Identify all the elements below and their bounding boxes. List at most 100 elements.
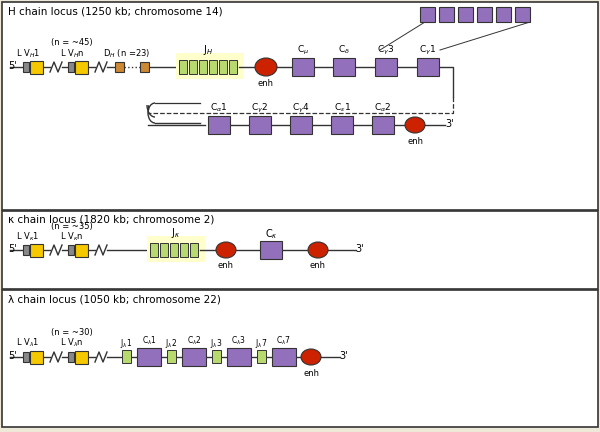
Bar <box>68 352 74 362</box>
Ellipse shape <box>308 242 328 258</box>
Bar <box>122 350 131 363</box>
Text: L V$_\kappa$1: L V$_\kappa$1 <box>16 231 40 243</box>
Bar <box>375 58 397 76</box>
Bar <box>170 243 178 257</box>
Bar <box>331 116 353 134</box>
Bar <box>160 243 168 257</box>
Bar <box>167 350 176 363</box>
Bar <box>189 60 197 74</box>
Bar <box>190 243 198 257</box>
Bar <box>75 61 88 74</box>
Bar <box>249 116 271 134</box>
Text: enh: enh <box>407 137 423 146</box>
Bar <box>292 58 314 76</box>
Text: enh: enh <box>303 368 319 378</box>
Bar <box>182 348 206 366</box>
Text: C$_\mu$: C$_\mu$ <box>297 44 309 57</box>
Bar <box>333 58 355 76</box>
Bar <box>75 351 88 364</box>
Bar <box>176 53 244 79</box>
Bar <box>209 60 217 74</box>
Text: 3': 3' <box>340 351 349 361</box>
Bar <box>290 116 312 134</box>
Bar <box>2 211 598 289</box>
Ellipse shape <box>405 117 425 133</box>
Text: 3': 3' <box>356 244 364 254</box>
Text: C$_\alpha$2: C$_\alpha$2 <box>374 102 392 114</box>
Text: J$_\lambda$2: J$_\lambda$2 <box>166 337 178 350</box>
Text: L V$_\lambda$n: L V$_\lambda$n <box>60 337 84 349</box>
Bar <box>2 2 598 210</box>
Bar <box>477 7 492 22</box>
Ellipse shape <box>255 58 277 76</box>
Bar <box>23 62 29 72</box>
Bar <box>68 62 74 72</box>
Text: 5': 5' <box>8 61 17 71</box>
Bar <box>180 243 188 257</box>
Bar <box>199 60 207 74</box>
Bar <box>30 61 43 74</box>
Bar <box>23 245 29 255</box>
Text: C$_\gamma$3: C$_\gamma$3 <box>377 44 395 57</box>
Text: λ chain locus (1050 kb; chromosome 22): λ chain locus (1050 kb; chromosome 22) <box>8 294 221 304</box>
Bar <box>496 7 511 22</box>
Text: (n = ~30): (n = ~30) <box>51 327 93 337</box>
Bar <box>257 350 266 363</box>
Text: J$_\lambda$3: J$_\lambda$3 <box>211 337 223 350</box>
Text: L V$_\lambda$1: L V$_\lambda$1 <box>16 337 40 349</box>
Text: C$_\alpha$1: C$_\alpha$1 <box>210 102 228 114</box>
Text: 5': 5' <box>8 351 17 361</box>
Bar <box>515 7 530 22</box>
Text: C$_\lambda$7: C$_\lambda$7 <box>277 335 292 347</box>
Ellipse shape <box>301 349 321 365</box>
Bar <box>150 243 158 257</box>
Text: J$_H$: J$_H$ <box>203 43 214 57</box>
Bar <box>137 348 161 366</box>
Text: C$_\lambda$2: C$_\lambda$2 <box>187 335 202 347</box>
Bar <box>23 352 29 362</box>
Text: 3': 3' <box>446 119 454 129</box>
Bar <box>208 116 230 134</box>
Bar <box>147 236 205 262</box>
Bar <box>227 348 251 366</box>
Text: C$_\lambda$1: C$_\lambda$1 <box>142 335 157 347</box>
Text: κ chain locus (1820 kb; chromosome 2): κ chain locus (1820 kb; chromosome 2) <box>8 215 214 225</box>
Bar <box>212 350 221 363</box>
Bar <box>458 7 473 22</box>
Bar <box>417 58 439 76</box>
Text: L V$_H$1: L V$_H$1 <box>16 48 40 60</box>
Bar <box>219 60 227 74</box>
Text: enh: enh <box>258 79 274 89</box>
Text: C$_\gamma$2: C$_\gamma$2 <box>251 102 269 114</box>
Text: (n = ~35): (n = ~35) <box>51 222 93 232</box>
Text: J$_\lambda$1: J$_\lambda$1 <box>121 337 133 350</box>
Bar <box>179 60 187 74</box>
Text: C$_\delta$: C$_\delta$ <box>338 44 350 56</box>
Text: C$_\gamma$4: C$_\gamma$4 <box>292 102 310 114</box>
Bar <box>260 241 282 259</box>
Bar <box>30 351 43 364</box>
Bar <box>2 290 598 427</box>
Text: 5': 5' <box>8 244 17 254</box>
Bar <box>115 62 124 72</box>
Text: enh: enh <box>310 261 326 270</box>
Text: D$_H$ (n =23): D$_H$ (n =23) <box>103 48 151 60</box>
Text: (n = ~45): (n = ~45) <box>51 38 93 48</box>
Text: C$_\gamma$1: C$_\gamma$1 <box>419 44 437 57</box>
Text: L V$_\kappa$n: L V$_\kappa$n <box>60 231 84 243</box>
Bar <box>372 116 394 134</box>
Bar <box>68 245 74 255</box>
Text: C$_\varepsilon$1: C$_\varepsilon$1 <box>334 102 350 114</box>
Bar <box>229 60 237 74</box>
Bar <box>140 62 149 72</box>
Text: enh: enh <box>218 261 234 270</box>
Bar <box>30 244 43 257</box>
Text: C$_\kappa$: C$_\kappa$ <box>265 227 277 241</box>
Bar <box>75 244 88 257</box>
Text: C$_\lambda$3: C$_\lambda$3 <box>232 335 247 347</box>
Text: L V$_H$n: L V$_H$n <box>60 48 84 60</box>
Bar <box>420 7 435 22</box>
Text: J$_\lambda$7: J$_\lambda$7 <box>256 337 268 350</box>
Ellipse shape <box>216 242 236 258</box>
Text: H chain locus (1250 kb; chromosome 14): H chain locus (1250 kb; chromosome 14) <box>8 6 223 16</box>
